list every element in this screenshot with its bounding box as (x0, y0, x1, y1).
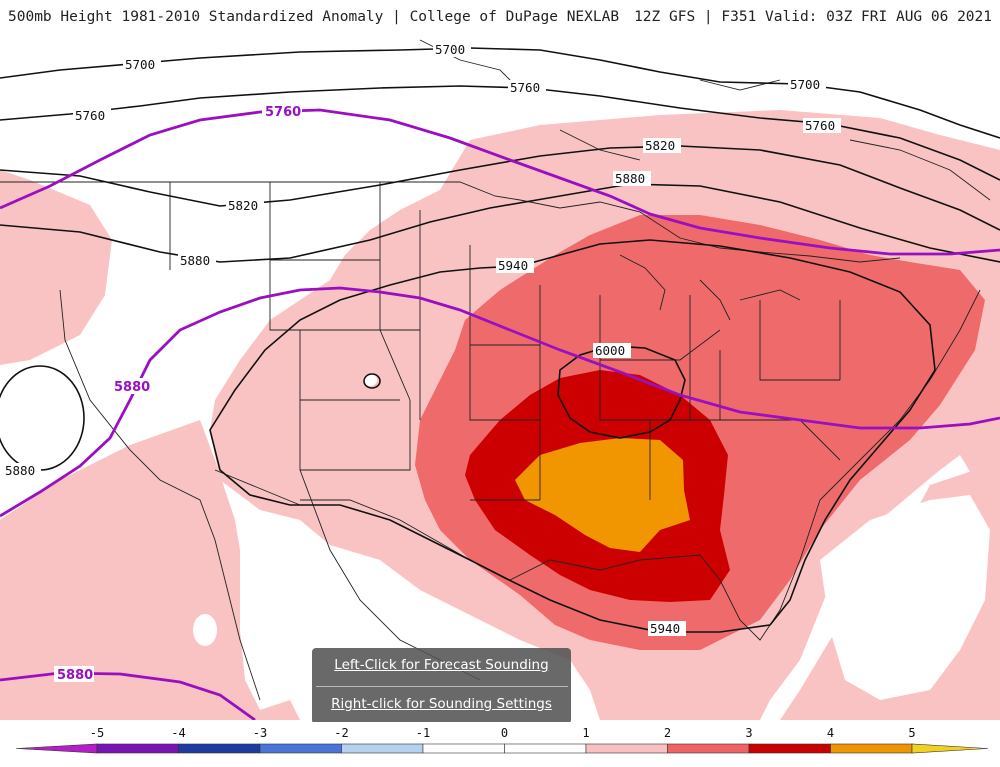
header-valid-time: 12Z GFS | F351 Valid: 03Z FRI AUG 06 202… (634, 9, 992, 25)
scale-swatch (96, 743, 179, 754)
scale-tick-label: 5 (908, 726, 915, 740)
climo-5880 (0, 286, 1000, 518)
us-canada-border (0, 181, 901, 263)
scale-tick-label: 0 (501, 726, 508, 740)
popup-divider (315, 686, 568, 687)
coastline-west (59, 289, 261, 701)
canada-coast (419, 39, 991, 201)
anomaly-4-sigma (515, 438, 690, 552)
unshaded-areas (193, 374, 990, 710)
climo-5760 (0, 108, 1000, 256)
climo-labels: 5760 5880 5880 (54, 103, 302, 683)
label-5940: 5940 (650, 621, 680, 636)
scale-tick-labels: -5 -4 -3 -2 -1 0 1 2 3 4 5 (90, 726, 916, 740)
label-5700: 5700 (790, 77, 820, 92)
anomaly-1-sigma-southwest (0, 420, 300, 720)
scale-tick-label: -5 (90, 726, 104, 740)
state-lines (169, 182, 841, 501)
scale-color-bar (15, 743, 989, 754)
forecast-sounding-link[interactable]: Left-Click for Forecast Sounding (334, 657, 549, 673)
contour-labels: 5700 5700 5700 5760 5760 5760 5820 5820 … (3, 42, 841, 636)
contour-5820 (0, 145, 1000, 231)
sounding-popup: Left-Click for Forecast Sounding Right-c… (312, 648, 571, 724)
climo-label-5880: 5880 (57, 668, 93, 683)
scale-swatch (259, 743, 342, 754)
contour-small (363, 373, 381, 389)
climo-contours (0, 108, 1000, 720)
label-5880: 5880 (615, 171, 645, 186)
label-5940: 5940 (498, 258, 528, 273)
scale-tick-label: 3 (745, 726, 752, 740)
scale-swatch (585, 743, 668, 754)
header-title: 500mb Height 1981-2010 Standardized Anom… (8, 9, 620, 25)
label-5700: 5700 (125, 57, 155, 72)
scale-swatch (830, 743, 913, 754)
climo-5880-south (0, 671, 256, 720)
map-panel[interactable]: 5700 5700 5700 5760 5760 5760 5820 5820 … (0, 34, 1000, 720)
scale-tick-label: -4 (171, 726, 185, 740)
contour-5700 (0, 47, 1000, 139)
scale-swatch (422, 743, 505, 754)
climo-label-5760: 5760 (265, 105, 301, 120)
scale-swatch (748, 743, 831, 754)
label-5880: 5880 (180, 253, 210, 268)
great-lakes (619, 254, 801, 321)
label-5820: 5820 (645, 138, 675, 153)
anomaly-1-sigma (0, 170, 112, 365)
scale-tick-label: 1 (582, 726, 589, 740)
scale-swatch (667, 743, 750, 754)
label-6000: 6000 (595, 343, 625, 358)
scale-tick-label: -1 (416, 726, 430, 740)
scale-tick-label: 4 (827, 726, 834, 740)
label-5760: 5760 (805, 118, 835, 133)
label-5760: 5760 (510, 80, 540, 95)
sounding-settings-link[interactable]: Right-click for Sounding Settings (331, 696, 552, 712)
scale-swatch (178, 743, 261, 754)
label-5700: 5700 (435, 42, 465, 57)
color-scale: -5 -4 -3 -2 -1 0 1 2 3 4 5 (0, 722, 1000, 763)
scale-tick-label: -2 (334, 726, 348, 740)
scale-tick-label: -3 (253, 726, 267, 740)
climo-label-5880: 5880 (114, 380, 150, 395)
label-5820: 5820 (228, 198, 258, 213)
label-5760: 5760 (75, 108, 105, 123)
scale-arrow-left (15, 743, 98, 754)
scale-swatch (341, 743, 424, 754)
scale-arrow-right (911, 743, 989, 754)
scale-swatch (504, 743, 587, 754)
scale-tick-label: 2 (664, 726, 671, 740)
map-header: 500mb Height 1981-2010 Standardized Anom… (0, 0, 1000, 34)
label-5880: 5880 (5, 463, 35, 478)
